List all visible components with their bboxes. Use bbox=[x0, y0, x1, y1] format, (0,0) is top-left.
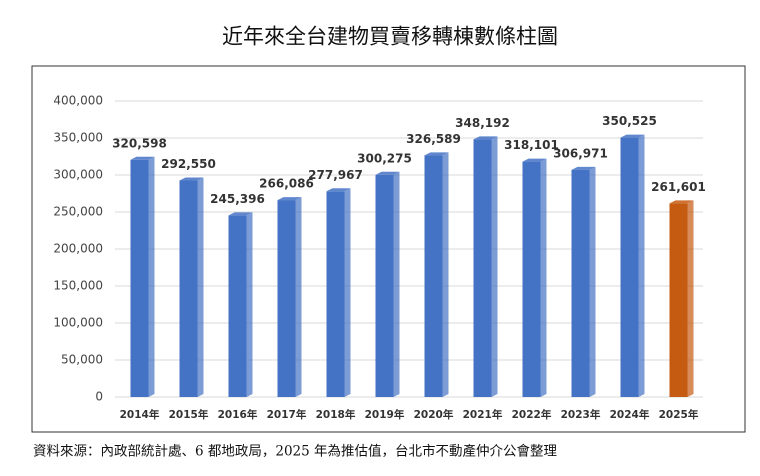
bars: 2014年 320,598 2015年 292,550 2016年 245,396 2017… bbox=[112, 114, 706, 421]
x-tick-label: 2018年 bbox=[316, 408, 356, 421]
value-label: 348,192 bbox=[455, 116, 510, 130]
bar-top bbox=[228, 212, 253, 216]
value-label: 277,967 bbox=[308, 168, 363, 182]
x-tick-label: 2019年 bbox=[365, 408, 405, 421]
x-tick-label: 2025年 bbox=[659, 408, 699, 421]
bar-side bbox=[344, 188, 351, 397]
bar-top bbox=[473, 136, 498, 140]
bar bbox=[669, 203, 688, 397]
x-tick-label: 2020年 bbox=[414, 408, 454, 421]
x-tick-label: 2023年 bbox=[561, 408, 601, 421]
grid: 0 50,000 100,000 150,000 200,000 250,000 300,0… bbox=[53, 94, 703, 404]
bar-side bbox=[638, 134, 645, 397]
x-tick-label: 2024年 bbox=[610, 408, 650, 421]
bar-side bbox=[148, 156, 155, 397]
value-label: 318,101 bbox=[504, 138, 559, 152]
x-tick-label: 2015年 bbox=[169, 408, 209, 421]
bar-top bbox=[669, 200, 694, 204]
bar bbox=[130, 159, 149, 397]
y-tick-label: 250,000 bbox=[53, 205, 103, 219]
value-label: 326,589 bbox=[406, 132, 461, 146]
bar-top bbox=[620, 134, 645, 138]
bar bbox=[620, 137, 639, 397]
bar bbox=[375, 174, 394, 397]
bar bbox=[179, 180, 198, 397]
bar bbox=[228, 215, 247, 397]
bar-top bbox=[424, 152, 449, 156]
value-label: 292,550 bbox=[161, 157, 216, 171]
value-label: 245,396 bbox=[210, 192, 265, 206]
bar-top bbox=[571, 166, 596, 170]
y-tick-label: 0 bbox=[95, 390, 103, 404]
bar-side bbox=[295, 197, 302, 397]
y-tick-label: 300,000 bbox=[53, 168, 103, 182]
y-tick-label: 100,000 bbox=[53, 316, 103, 330]
bar-top bbox=[326, 188, 351, 192]
x-tick-label: 2022年 bbox=[512, 408, 552, 421]
bar-side bbox=[246, 212, 253, 397]
value-label: 261,601 bbox=[651, 180, 706, 194]
chart-title: 近年來全台建物買賣移轉棟數條柱圖 bbox=[222, 25, 558, 49]
x-tick-label: 2021年 bbox=[463, 408, 503, 421]
bar bbox=[277, 200, 296, 397]
bar-side bbox=[687, 200, 694, 397]
bar-top bbox=[277, 197, 302, 201]
value-label: 300,275 bbox=[357, 151, 412, 165]
bar-side bbox=[540, 158, 547, 397]
y-tick-label: 200,000 bbox=[53, 242, 103, 256]
y-tick-label: 50,000 bbox=[61, 353, 103, 367]
bar bbox=[326, 191, 345, 397]
bar bbox=[522, 161, 541, 397]
bar bbox=[424, 155, 443, 397]
bar-side bbox=[393, 171, 400, 397]
value-label: 350,525 bbox=[602, 114, 657, 128]
y-tick-label: 400,000 bbox=[53, 94, 103, 108]
bar bbox=[571, 169, 590, 397]
x-tick-label: 2016年 bbox=[218, 408, 258, 421]
bar-top bbox=[179, 177, 204, 181]
chart-frame bbox=[31, 65, 746, 433]
bar-side bbox=[442, 152, 449, 397]
bar-top bbox=[375, 171, 400, 175]
bar-side bbox=[589, 166, 596, 397]
bar-top bbox=[522, 158, 547, 162]
bar-side bbox=[197, 177, 204, 397]
x-tick-label: 2014年 bbox=[120, 408, 160, 421]
bar-side bbox=[491, 136, 498, 397]
value-label: 306,971 bbox=[553, 146, 608, 160]
value-label: 266,086 bbox=[259, 177, 314, 191]
value-label: 320,598 bbox=[112, 136, 167, 150]
x-tick-label: 2017年 bbox=[267, 408, 307, 421]
y-tick-label: 150,000 bbox=[53, 279, 103, 293]
bar bbox=[473, 139, 492, 397]
source-note: 資料來源：內政部統計處、6 都地政局，2025 年為推估值，台北市不動產仲介公會… bbox=[33, 443, 558, 460]
bar-top bbox=[130, 156, 155, 160]
y-tick-label: 350,000 bbox=[53, 131, 103, 145]
